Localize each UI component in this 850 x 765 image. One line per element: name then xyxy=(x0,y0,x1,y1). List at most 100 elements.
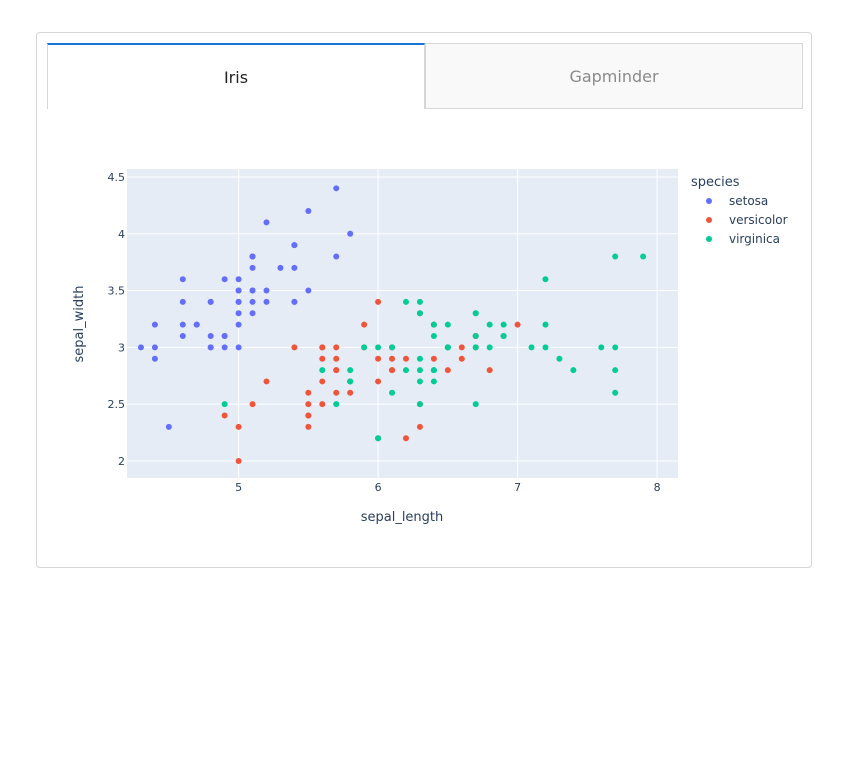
point-setosa[interactable] xyxy=(235,298,242,305)
point-versicolor[interactable] xyxy=(389,367,396,374)
point-virginica[interactable] xyxy=(472,401,479,408)
point-setosa[interactable] xyxy=(347,230,354,237)
point-virginica[interactable] xyxy=(430,367,437,374)
point-virginica[interactable] xyxy=(221,401,228,408)
point-virginica[interactable] xyxy=(444,344,451,351)
point-versicolor[interactable] xyxy=(375,298,382,305)
point-versicolor[interactable] xyxy=(402,355,409,362)
point-setosa[interactable] xyxy=(263,287,270,294)
point-versicolor[interactable] xyxy=(291,344,298,351)
point-virginica[interactable] xyxy=(416,310,423,317)
point-virginica[interactable] xyxy=(416,298,423,305)
point-virginica[interactable] xyxy=(472,344,479,351)
point-versicolor[interactable] xyxy=(235,457,242,464)
point-setosa[interactable] xyxy=(137,344,144,351)
point-setosa[interactable] xyxy=(291,242,298,249)
point-virginica[interactable] xyxy=(612,253,619,260)
point-versicolor[interactable] xyxy=(319,378,326,385)
point-versicolor[interactable] xyxy=(402,435,409,442)
point-versicolor[interactable] xyxy=(263,378,270,385)
point-setosa[interactable] xyxy=(263,298,270,305)
point-setosa[interactable] xyxy=(249,264,256,271)
point-versicolor[interactable] xyxy=(333,389,340,396)
point-setosa[interactable] xyxy=(207,298,214,305)
point-virginica[interactable] xyxy=(389,344,396,351)
point-versicolor[interactable] xyxy=(319,344,326,351)
point-versicolor[interactable] xyxy=(319,355,326,362)
point-setosa[interactable] xyxy=(179,298,186,305)
point-setosa[interactable] xyxy=(235,287,242,294)
point-virginica[interactable] xyxy=(612,389,619,396)
point-virginica[interactable] xyxy=(444,321,451,328)
legend[interactable]: setosa versicolor virginica xyxy=(706,194,788,246)
point-setosa[interactable] xyxy=(235,321,242,328)
point-versicolor[interactable] xyxy=(305,389,312,396)
point-virginica[interactable] xyxy=(556,355,563,362)
point-setosa[interactable] xyxy=(263,219,270,226)
point-setosa[interactable] xyxy=(221,332,228,339)
point-versicolor[interactable] xyxy=(444,367,451,374)
point-versicolor[interactable] xyxy=(235,423,242,430)
point-setosa[interactable] xyxy=(207,332,214,339)
point-setosa[interactable] xyxy=(305,287,312,294)
point-virginica[interactable] xyxy=(416,401,423,408)
point-virginica[interactable] xyxy=(402,298,409,305)
point-virginica[interactable] xyxy=(612,344,619,351)
point-setosa[interactable] xyxy=(221,344,228,351)
point-versicolor[interactable] xyxy=(430,355,437,362)
point-setosa[interactable] xyxy=(249,253,256,260)
point-virginica[interactable] xyxy=(542,344,549,351)
point-virginica[interactable] xyxy=(500,332,507,339)
point-virginica[interactable] xyxy=(375,435,382,442)
point-setosa[interactable] xyxy=(235,310,242,317)
point-versicolor[interactable] xyxy=(305,401,312,408)
point-versicolor[interactable] xyxy=(347,389,354,396)
point-setosa[interactable] xyxy=(249,310,256,317)
point-virginica[interactable] xyxy=(640,253,647,260)
point-setosa[interactable] xyxy=(193,321,200,328)
point-virginica[interactable] xyxy=(472,310,479,317)
point-virginica[interactable] xyxy=(528,344,535,351)
point-setosa[interactable] xyxy=(179,332,186,339)
point-versicolor[interactable] xyxy=(458,344,465,351)
point-virginica[interactable] xyxy=(402,367,409,374)
point-versicolor[interactable] xyxy=(221,412,228,419)
point-virginica[interactable] xyxy=(542,321,549,328)
point-versicolor[interactable] xyxy=(305,412,312,419)
point-setosa[interactable] xyxy=(165,423,172,430)
point-virginica[interactable] xyxy=(347,378,354,385)
point-setosa[interactable] xyxy=(235,276,242,283)
point-versicolor[interactable] xyxy=(458,355,465,362)
point-versicolor[interactable] xyxy=(305,423,312,430)
point-setosa[interactable] xyxy=(151,321,158,328)
point-setosa[interactable] xyxy=(179,276,186,283)
point-setosa[interactable] xyxy=(249,298,256,305)
point-versicolor[interactable] xyxy=(514,321,521,328)
legend-item-virginica[interactable]: virginica xyxy=(706,232,780,246)
point-versicolor[interactable] xyxy=(375,355,382,362)
point-setosa[interactable] xyxy=(151,344,158,351)
point-virginica[interactable] xyxy=(486,344,493,351)
point-virginica[interactable] xyxy=(416,378,423,385)
point-virginica[interactable] xyxy=(361,344,368,351)
point-virginica[interactable] xyxy=(500,321,507,328)
point-virginica[interactable] xyxy=(389,389,396,396)
point-versicolor[interactable] xyxy=(416,423,423,430)
point-versicolor[interactable] xyxy=(361,321,368,328)
point-setosa[interactable] xyxy=(305,208,312,215)
point-versicolor[interactable] xyxy=(375,378,382,385)
point-versicolor[interactable] xyxy=(319,401,326,408)
legend-item-versicolor[interactable]: versicolor xyxy=(706,213,788,227)
point-virginica[interactable] xyxy=(333,401,340,408)
point-setosa[interactable] xyxy=(291,264,298,271)
point-setosa[interactable] xyxy=(221,276,228,283)
point-virginica[interactable] xyxy=(430,378,437,385)
point-versicolor[interactable] xyxy=(389,355,396,362)
point-virginica[interactable] xyxy=(542,276,549,283)
point-virginica[interactable] xyxy=(416,355,423,362)
point-setosa[interactable] xyxy=(207,344,214,351)
tab-gapminder[interactable]: Gapminder xyxy=(425,43,803,109)
point-versicolor[interactable] xyxy=(486,367,493,374)
point-setosa[interactable] xyxy=(291,298,298,305)
